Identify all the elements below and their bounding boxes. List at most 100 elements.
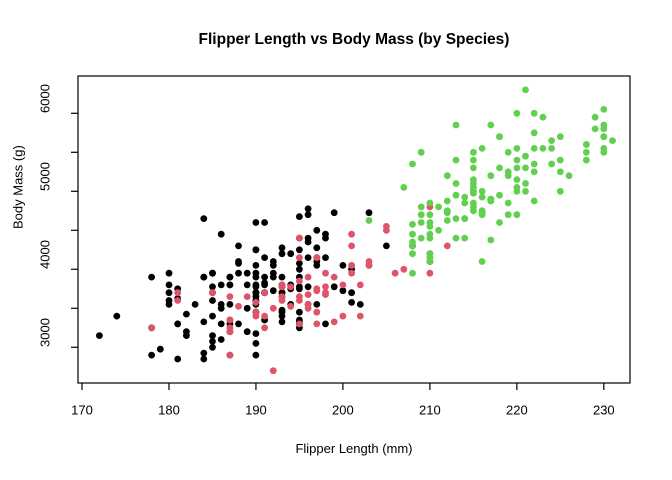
data-point-species-green: [426, 219, 434, 226]
data-point-species-black: [269, 287, 277, 295]
data-point-species-red: [313, 285, 321, 293]
x-tick-label: 230: [592, 402, 615, 418]
data-point-species-black: [165, 269, 173, 277]
data-point-species-black: [330, 209, 338, 217]
data-point-species-green: [409, 269, 416, 277]
data-point-species-black: [226, 301, 234, 308]
data-point-species-red: [252, 299, 260, 306]
data-point-species-green: [470, 156, 477, 164]
data-point-species-green: [443, 207, 451, 215]
data-point-species-black: [243, 304, 251, 312]
data-point-species-red: [174, 289, 182, 297]
data-point-species-black: [313, 244, 321, 252]
data-point-species-black: [304, 205, 312, 213]
data-point-species-black: [252, 283, 260, 291]
data-point-species-black: [261, 219, 268, 226]
data-point-species-green: [504, 211, 512, 219]
data-point-species-green: [496, 191, 503, 199]
data-point-species-red: [348, 262, 355, 269]
data-point-species-black: [322, 230, 329, 238]
data-point-species-red: [304, 291, 312, 298]
data-point-species-black: [113, 312, 121, 320]
data-point-species-black: [235, 260, 242, 267]
data-point-species-green: [470, 164, 477, 172]
data-point-species-green: [426, 250, 434, 258]
data-point-species-black: [191, 301, 199, 308]
data-point-species-black: [183, 332, 190, 339]
data-point-species-green: [452, 215, 460, 223]
data-point-species-black: [209, 269, 216, 277]
data-point-species-black: [217, 230, 225, 238]
data-point-species-green: [513, 176, 521, 184]
data-point-species-green: [600, 106, 608, 113]
data-point-species-green: [548, 137, 555, 145]
data-point-species-green: [478, 209, 486, 217]
data-point-species-black: [165, 281, 173, 289]
data-point-species-green: [600, 148, 608, 156]
data-point-species-green: [400, 184, 408, 191]
data-point-species-black: [209, 312, 216, 320]
data-point-species-black: [261, 254, 268, 261]
data-point-species-green: [461, 234, 469, 242]
data-point-species-black: [165, 289, 173, 297]
data-point-species-red: [226, 351, 234, 359]
data-point-species-green: [530, 145, 538, 152]
data-point-species-green: [522, 86, 529, 94]
data-point-species-green: [452, 234, 460, 242]
data-point-species-red: [322, 283, 329, 291]
data-point-species-red: [269, 304, 277, 312]
data-point-species-black: [252, 273, 260, 281]
data-point-species-green: [461, 215, 469, 223]
data-point-species-green: [539, 113, 547, 121]
data-point-species-green: [513, 156, 521, 164]
data-point-species-green: [522, 152, 529, 160]
data-point-species-green: [417, 234, 425, 242]
data-point-species-green: [409, 230, 416, 238]
data-point-species-red: [296, 254, 303, 261]
data-point-species-red: [226, 324, 234, 332]
data-point-species-green: [487, 236, 495, 244]
data-point-species-black: [156, 345, 164, 353]
data-point-species-red: [296, 293, 303, 300]
data-point-species-black: [322, 320, 329, 328]
data-point-species-red: [339, 281, 347, 289]
data-point-species-black: [174, 355, 182, 363]
data-point-species-black: [243, 281, 251, 289]
data-point-species-green: [478, 145, 486, 152]
data-point-species-green: [496, 219, 503, 226]
data-point-species-green: [548, 145, 555, 152]
data-point-species-black: [226, 281, 234, 289]
data-point-species-green: [487, 121, 495, 129]
x-tick-label: 210: [419, 402, 441, 418]
data-point-species-green: [556, 168, 564, 176]
data-point-species-black: [235, 242, 242, 250]
data-point-species-green: [609, 137, 616, 145]
data-point-species-green: [426, 199, 434, 207]
data-point-species-red: [356, 281, 364, 289]
x-tick-label: 180: [158, 402, 180, 418]
plot-box: [77, 75, 631, 384]
data-point-species-red: [287, 283, 295, 291]
data-point-species-black: [217, 301, 225, 308]
x-tick-label: 220: [505, 402, 528, 418]
data-point-species-black: [356, 301, 364, 308]
data-point-species-green: [556, 156, 564, 164]
data-point-species-green: [496, 164, 503, 172]
data-point-species-black: [296, 213, 303, 221]
data-point-species-green: [513, 145, 521, 152]
data-point-species-red: [278, 297, 286, 304]
data-point-species-red: [443, 242, 451, 250]
data-point-species-green: [435, 226, 442, 234]
data-point-species-green: [504, 148, 512, 156]
data-point-species-black: [252, 330, 260, 337]
data-point-species-black: [313, 226, 321, 234]
x-axis-title: Flipper Length (mm): [295, 441, 413, 456]
data-point-species-black: [339, 287, 347, 295]
data-point-species-green: [452, 180, 460, 187]
data-point-species-black: [269, 273, 277, 281]
data-point-species-green: [478, 187, 486, 195]
data-point-species-red: [226, 293, 234, 300]
data-point-species-green: [530, 129, 538, 137]
data-point-species-red: [356, 312, 364, 320]
